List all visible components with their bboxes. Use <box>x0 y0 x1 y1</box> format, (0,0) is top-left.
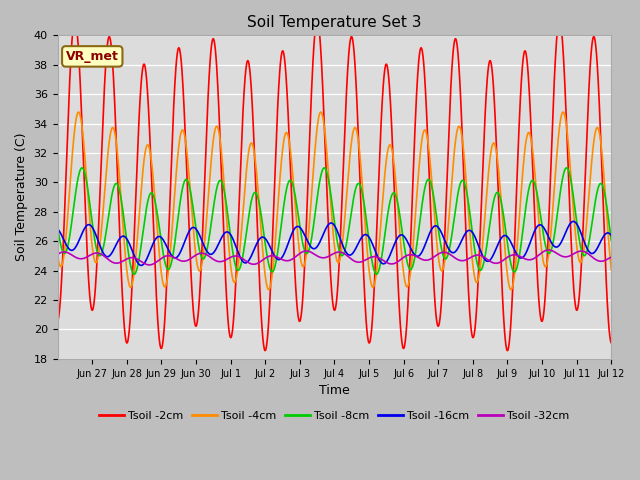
Title: Soil Temperature Set 3: Soil Temperature Set 3 <box>247 15 422 30</box>
Tsoil -2cm <box>310 46 317 52</box>
Legend: Tsoil -2cm, Tsoil -4cm, Tsoil -8cm, Tsoil -16cm, Tsoil -32cm: Tsoil -2cm, Tsoil -4cm, Tsoil -8cm, Tsoi… <box>95 407 574 425</box>
Tsoil -4cm <box>607 267 615 273</box>
Tsoil -4cm <box>141 154 148 160</box>
Tsoil -8cm <box>601 192 609 197</box>
Tsoil -32cm <box>310 251 317 257</box>
Line: Tsoil -32cm: Tsoil -32cm <box>58 250 611 265</box>
Tsoil -4cm <box>601 185 609 191</box>
Tsoil -32cm <box>545 247 552 253</box>
Tsoil -16cm <box>310 246 317 252</box>
Tsoil -4cm <box>75 109 83 115</box>
Tsoil -16cm <box>465 228 473 233</box>
Tsoil -8cm <box>310 224 317 230</box>
Tsoil -16cm <box>607 233 615 239</box>
Tsoil -8cm <box>54 223 61 229</box>
Tsoil -16cm <box>320 229 328 235</box>
Tsoil -8cm <box>465 205 473 211</box>
Y-axis label: Soil Temperature (C): Soil Temperature (C) <box>15 133 28 262</box>
Tsoil -2cm <box>54 318 61 324</box>
Tsoil -32cm <box>140 261 148 266</box>
Tsoil -4cm <box>547 232 554 238</box>
Tsoil -32cm <box>607 254 615 260</box>
Tsoil -16cm <box>54 226 61 232</box>
Tsoil -32cm <box>465 255 473 261</box>
Tsoil -2cm <box>141 62 148 68</box>
Tsoil -2cm <box>601 245 609 251</box>
Tsoil -8cm <box>140 221 148 227</box>
Tsoil -4cm <box>507 287 515 292</box>
Tsoil -8cm <box>607 238 615 244</box>
Tsoil -2cm <box>504 348 511 353</box>
Tsoil -32cm <box>54 252 61 257</box>
Tsoil -4cm <box>54 251 61 257</box>
Tsoil -2cm <box>607 340 615 346</box>
Tsoil -32cm <box>320 255 328 261</box>
Tsoil -32cm <box>601 258 609 264</box>
Text: VR_met: VR_met <box>66 50 118 63</box>
Tsoil -16cm <box>138 263 145 268</box>
Tsoil -4cm <box>310 163 317 169</box>
Tsoil -16cm <box>601 232 609 238</box>
Tsoil -2cm <box>465 300 473 306</box>
Tsoil -2cm <box>71 18 79 24</box>
Tsoil -8cm <box>547 249 554 255</box>
Tsoil -4cm <box>320 123 328 129</box>
Tsoil -16cm <box>570 218 577 224</box>
X-axis label: Time: Time <box>319 384 350 397</box>
Tsoil -8cm <box>372 271 380 277</box>
Line: Tsoil -16cm: Tsoil -16cm <box>58 221 611 265</box>
Tsoil -2cm <box>547 168 554 173</box>
Tsoil -16cm <box>547 238 554 243</box>
Tsoil -32cm <box>547 247 554 253</box>
Line: Tsoil -4cm: Tsoil -4cm <box>58 112 611 289</box>
Tsoil -4cm <box>465 219 473 225</box>
Tsoil -16cm <box>141 260 148 266</box>
Line: Tsoil -8cm: Tsoil -8cm <box>58 168 611 274</box>
Tsoil -32cm <box>145 262 153 268</box>
Tsoil -8cm <box>563 165 570 171</box>
Tsoil -2cm <box>320 119 328 124</box>
Line: Tsoil -2cm: Tsoil -2cm <box>58 21 611 350</box>
Tsoil -8cm <box>320 165 328 171</box>
